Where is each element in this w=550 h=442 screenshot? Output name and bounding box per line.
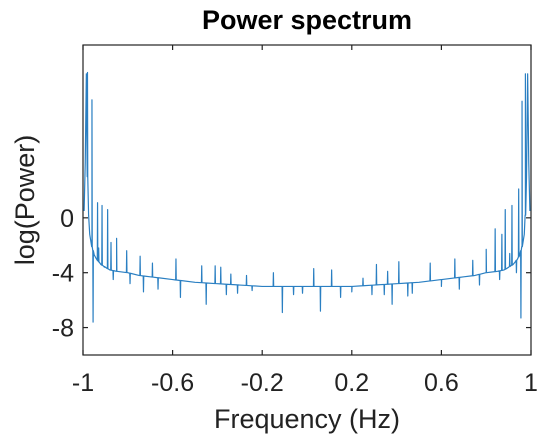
x-tick-label: 0.2 [334,369,369,397]
y-tick-label: 0 [60,205,74,233]
x-axis-label: Frequency (Hz) [214,404,400,434]
spectrum-line [83,71,531,323]
x-tick-label: 0.6 [424,369,459,397]
x-tick-label: -0.6 [151,369,194,397]
y-tick-label: -4 [52,260,74,288]
y-axis-label: log(Power) [10,135,40,266]
x-axis: -1 -0.6 -0.2 0.2 0.6 1 [72,45,538,397]
x-tick-label: -1 [72,369,94,397]
x-tick-label: -0.2 [241,369,284,397]
chart-title: Power spectrum [202,5,412,35]
plot-frame [82,44,532,356]
series-group [83,71,531,323]
x-tick-label: 1 [524,369,538,397]
y-axis: -8 -4 0 [52,205,531,343]
y-tick-label: -8 [52,315,74,343]
